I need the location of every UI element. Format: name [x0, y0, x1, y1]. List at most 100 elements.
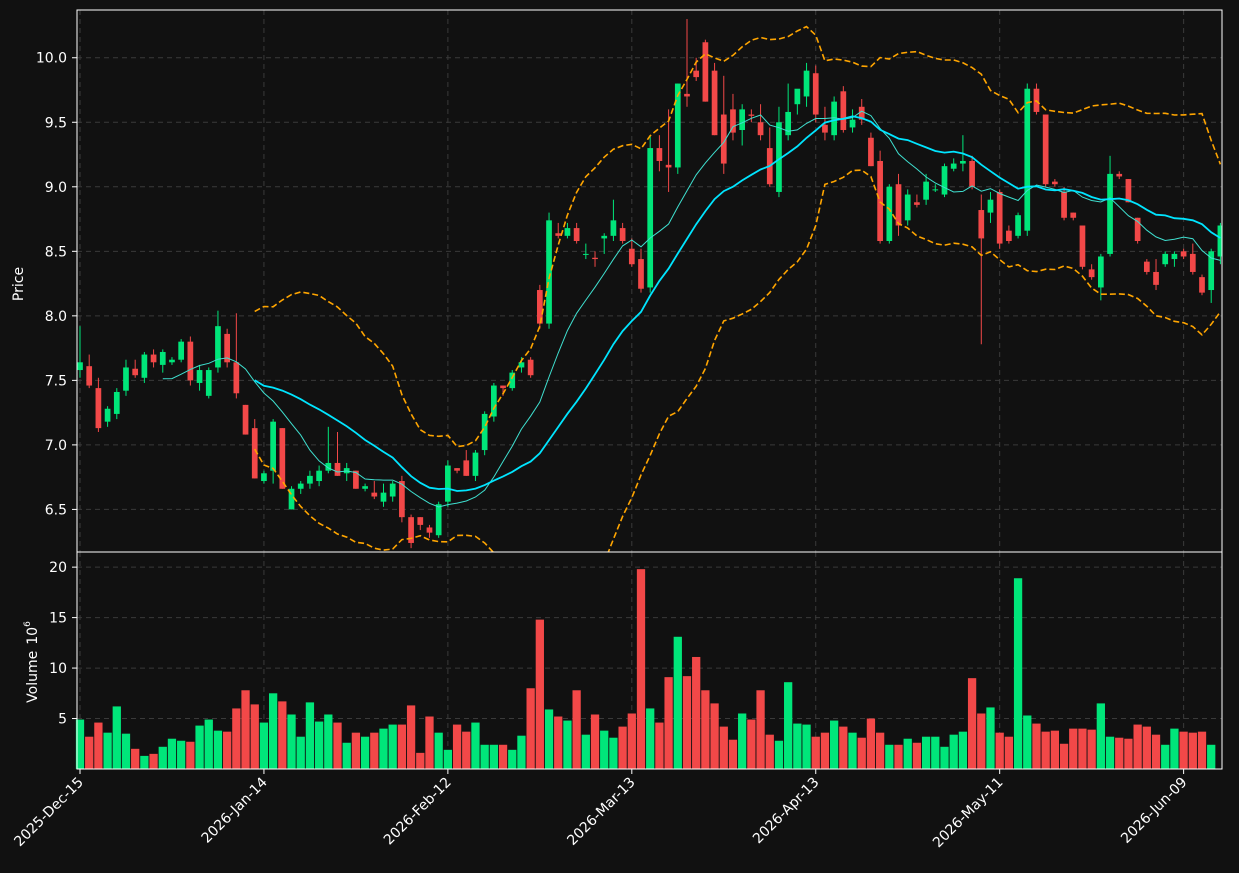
candle-body [822, 124, 828, 133]
volume-bar [1078, 728, 1087, 769]
candle-body [95, 388, 102, 429]
volume-bar [526, 688, 535, 769]
candle-body [518, 362, 525, 368]
candle-body [702, 42, 709, 102]
volume-bar [397, 724, 407, 769]
candle-body [858, 106, 865, 120]
volume-bar [1105, 736, 1115, 769]
candle-body [380, 492, 387, 502]
volume-panel-frame [76, 551, 1223, 770]
volume-bar [627, 713, 636, 769]
candle-body [950, 163, 957, 169]
volume-bar [1161, 744, 1170, 769]
volume-bar [1115, 737, 1124, 769]
volume-bar [434, 732, 443, 769]
volume-bar [811, 736, 820, 769]
volume-bar [342, 742, 351, 769]
volume-bar [848, 732, 857, 769]
candle-body [730, 109, 736, 133]
candle-body [969, 160, 975, 187]
candle-body [215, 326, 221, 368]
volume-bar [131, 748, 140, 769]
volume-bar [563, 720, 572, 769]
volume-bar [305, 702, 315, 769]
candle-body [1217, 225, 1222, 257]
volume-bar [425, 716, 434, 769]
candle-body [812, 73, 819, 115]
volume-bar [682, 676, 692, 769]
candle-body [316, 470, 322, 482]
candle-body [307, 475, 313, 484]
volume-bar [186, 741, 195, 769]
candle-body [141, 354, 148, 378]
volume-bar [213, 730, 223, 769]
volume-bar [416, 752, 425, 769]
candle-body [408, 517, 414, 543]
volume-bar [784, 682, 793, 769]
volume-bar [636, 569, 646, 769]
volume-bar [1059, 743, 1069, 769]
volume-bar [1069, 728, 1078, 769]
candle-body [564, 228, 571, 236]
candle-body [601, 235, 608, 239]
candle-body [960, 160, 966, 164]
candle-body [693, 70, 700, 78]
volume-tick-label: 5 [58, 712, 67, 728]
volume-axis-label-base: 10 [25, 627, 41, 645]
candle-body [353, 470, 359, 489]
candle-body [638, 259, 644, 289]
candle-body [665, 164, 672, 168]
candle-body [996, 191, 1003, 244]
candle-body [610, 220, 617, 236]
candle-body [205, 370, 212, 396]
volume-bar [1087, 729, 1096, 769]
volume-bar [912, 742, 922, 769]
volume-bar [710, 703, 719, 769]
volume-bar [949, 734, 958, 769]
volume-bar [112, 706, 121, 769]
volume-bar [94, 722, 103, 769]
volume-bar [646, 708, 655, 769]
volume-bar [875, 732, 885, 769]
candle-body [500, 385, 506, 389]
price-tick-label: 8.5 [45, 244, 67, 260]
volume-bar [673, 636, 682, 769]
volume-bar [1013, 578, 1023, 769]
volume-bar [223, 731, 232, 769]
candle-body [527, 359, 534, 376]
candle-body [132, 368, 139, 376]
volume-bar [866, 718, 876, 769]
candle-body [1024, 88, 1031, 231]
volume-bar [360, 736, 370, 769]
volume-bar [167, 738, 177, 769]
candle-body [1199, 277, 1205, 293]
volume-bar [75, 719, 85, 769]
volume-bar [1004, 736, 1014, 769]
volume-bar [747, 719, 756, 769]
volume-bar [1032, 723, 1041, 769]
candle-body [233, 362, 240, 394]
volume-bar [618, 726, 627, 769]
volume-bar [839, 726, 848, 769]
candle-body [371, 492, 378, 497]
candle-body [288, 488, 295, 510]
candle-body [1171, 253, 1178, 260]
candle-body [261, 473, 267, 482]
candle-body [334, 462, 341, 476]
volume-bar [995, 732, 1004, 769]
candle-body [1070, 212, 1077, 218]
candle-body [840, 91, 847, 131]
candle-body [435, 504, 442, 536]
candle-body [914, 202, 920, 205]
volume-bar [379, 728, 388, 769]
candle-body [895, 184, 902, 226]
candle-body [794, 88, 801, 105]
volume-axis-label-exponent: 6 [23, 621, 33, 627]
volume-bar [498, 744, 508, 769]
candle-body [1015, 215, 1021, 236]
volume-bar [204, 719, 213, 769]
volume-tick-label: 15 [49, 611, 67, 627]
candle-body [389, 483, 396, 497]
candle-body [877, 160, 883, 241]
candle-body [831, 101, 837, 136]
